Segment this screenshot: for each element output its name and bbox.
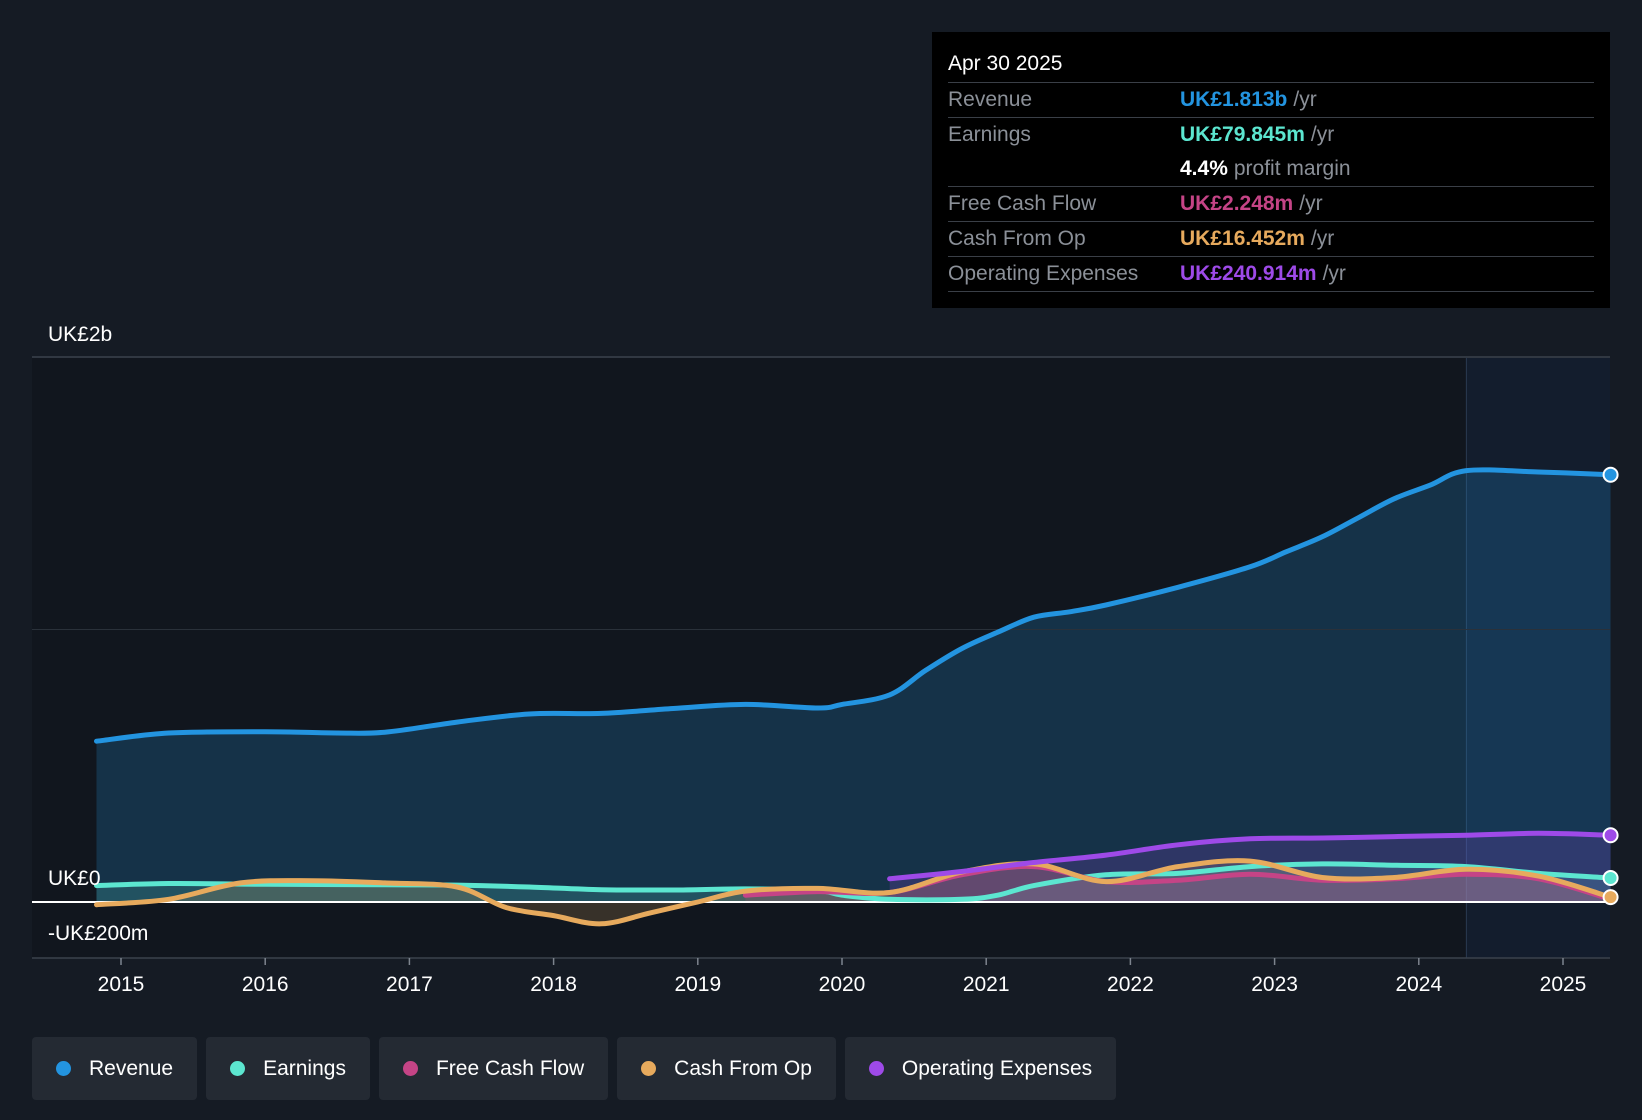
x-tick-label: 2022 bbox=[1107, 973, 1154, 996]
tooltip-value-revenue: UK£1.813b bbox=[1180, 88, 1288, 111]
tooltip-label: Earnings bbox=[948, 123, 1031, 146]
legend-label: Earnings bbox=[263, 1056, 346, 1080]
y-tick-label: UK£2b bbox=[48, 323, 112, 346]
legend-dot-icon bbox=[402, 1061, 418, 1076]
tooltip-row-revenue: Revenue UK£1.813b /yr bbox=[948, 83, 1594, 118]
legend-item-earnings[interactable]: Earnings bbox=[206, 1037, 370, 1100]
highlight-band bbox=[1466, 358, 1610, 958]
x-tick-label: 2015 bbox=[98, 973, 145, 996]
legend-label: Operating Expenses bbox=[901, 1056, 1093, 1080]
line-operating-expenses bbox=[887, 830, 1614, 882]
x-tick-label: 2017 bbox=[386, 973, 433, 996]
line-cash-from-op bbox=[94, 858, 1614, 927]
tooltip-unit: /yr bbox=[1322, 262, 1346, 285]
x-tick-label: 2023 bbox=[1251, 973, 1298, 996]
tooltip-row-cfo: Cash From Op UK£16.452m /yr bbox=[948, 222, 1594, 257]
x-tick-label: 2021 bbox=[963, 973, 1010, 996]
line-revenue bbox=[94, 467, 1614, 744]
plot-background bbox=[32, 358, 1610, 958]
tooltip-unit: /yr bbox=[1293, 88, 1317, 111]
legend-item-free-cash-flow[interactable]: Free Cash Flow bbox=[378, 1037, 609, 1100]
legend-label: Cash From Op bbox=[674, 1056, 812, 1080]
legend-dot-icon bbox=[230, 1061, 246, 1076]
area-revenue bbox=[96, 469, 1611, 902]
legend-item-revenue[interactable]: Revenue bbox=[32, 1037, 198, 1100]
tooltip-label: Revenue bbox=[948, 88, 1033, 111]
endpoint-operating-expenses bbox=[1602, 827, 1619, 844]
endpoint-cash-from-op bbox=[1602, 889, 1619, 906]
y-tick-label: UK£0 bbox=[48, 867, 101, 890]
tooltip-label-spacer bbox=[948, 152, 1180, 186]
tooltip-row-opex: Operating Expenses UK£240.914m /yr bbox=[948, 257, 1594, 292]
tooltip-label: Cash From Op bbox=[948, 227, 1086, 250]
plot-area bbox=[32, 358, 1610, 958]
endpoint-revenue bbox=[1602, 466, 1619, 483]
tooltip-margin-text: profit margin bbox=[1233, 157, 1351, 180]
legend-item-cash-from-op[interactable]: Cash From Op bbox=[617, 1037, 836, 1100]
series-endpoints bbox=[1602, 466, 1619, 906]
gridlines bbox=[32, 356, 1610, 959]
x-tick-label: 2018 bbox=[530, 973, 577, 996]
tooltip-date: Apr 30 2025 bbox=[948, 46, 1594, 83]
tooltip-row-margin: 4.4% profit margin bbox=[948, 152, 1594, 187]
x-axis: 2015 2016 2017 2018 2019 2020 2021 2022 2023 2024… bbox=[98, 958, 1587, 996]
x-tick-label: 2016 bbox=[242, 973, 289, 996]
x-tick-label: 2024 bbox=[1395, 973, 1442, 996]
y-axis: UK£2b UK£0 -UK£200m bbox=[48, 323, 148, 945]
tooltip-row-fcf: Free Cash Flow UK£2.248m /yr bbox=[948, 187, 1594, 222]
endpoint-earnings bbox=[1602, 870, 1619, 887]
tooltip-margin-percent: 4.4% bbox=[1180, 157, 1228, 180]
hover-tooltip: Apr 30 2025 Revenue UK£1.813b /yr Earnin… bbox=[932, 32, 1610, 308]
tooltip-label: Operating Expenses bbox=[948, 262, 1139, 285]
legend-dot-icon bbox=[868, 1061, 884, 1076]
tooltip-row-earnings: Earnings UK£79.845m /yr bbox=[948, 118, 1594, 152]
legend-label: Free Cash Flow bbox=[435, 1056, 585, 1080]
tooltip-unit: /yr bbox=[1310, 227, 1335, 250]
x-tick-label: 2025 bbox=[1540, 973, 1587, 996]
tooltip-label: Free Cash Flow bbox=[948, 192, 1097, 215]
y-tick-label: -UK£200m bbox=[48, 922, 148, 945]
tooltip-unit: /yr bbox=[1310, 123, 1335, 146]
series-lines bbox=[94, 467, 1614, 927]
tooltip-unit: /yr bbox=[1299, 192, 1323, 215]
chart-legend: Revenue Earnings Free Cash Flow Cash Fro… bbox=[32, 1037, 1125, 1100]
x-tick-label: 2020 bbox=[819, 973, 866, 996]
tooltip-value-opex: UK£240.914m bbox=[1180, 262, 1317, 285]
legend-dot-icon bbox=[56, 1061, 71, 1076]
tooltip-value-earnings: UK£79.845m bbox=[1180, 123, 1305, 146]
legend-item-operating-expenses[interactable]: Operating Expenses bbox=[844, 1037, 1117, 1100]
legend-dot-icon bbox=[641, 1061, 657, 1076]
tooltip-value-cfo: UK£16.452m bbox=[1180, 227, 1305, 250]
x-tick-label: 2019 bbox=[674, 973, 721, 996]
legend-label: Revenue bbox=[89, 1056, 174, 1080]
tooltip-value-fcf: UK£2.248m bbox=[1180, 192, 1294, 215]
